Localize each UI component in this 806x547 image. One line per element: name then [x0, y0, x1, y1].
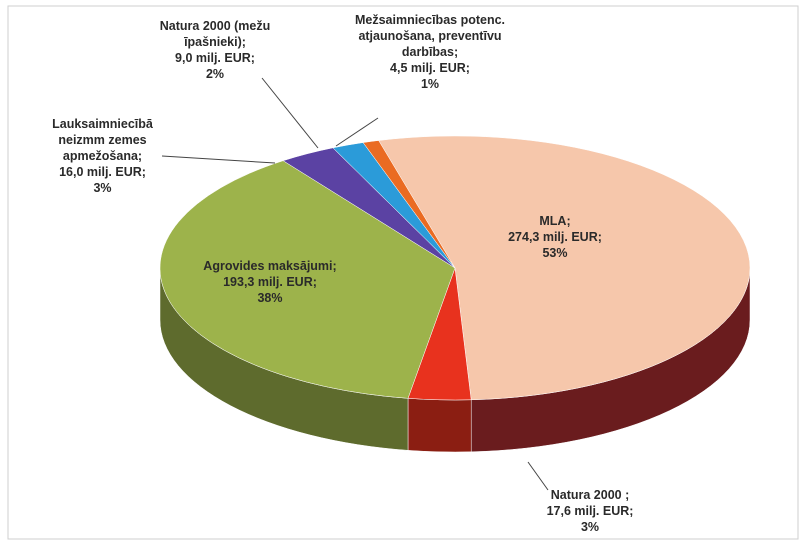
leaders — [161, 77, 549, 491]
slice-label: Agrovides maksājumi; 193,3 milj. EUR; 38… — [180, 258, 360, 306]
percent-label: 3% — [580, 520, 600, 534]
percent-label: 2% — [205, 67, 225, 81]
category-label: Agrovides maksājumi; — [203, 259, 337, 273]
slice-side — [407, 398, 472, 453]
percent-label: 1% — [420, 77, 440, 91]
value-label: 9,0 milj. EUR; — [175, 51, 255, 65]
category-label: Mežsaimniecības potenc. atjaunošana, pre… — [354, 13, 506, 59]
category-label: MLA; — [539, 214, 571, 228]
leader-line — [335, 117, 379, 147]
value-label: 4,5 milj. EUR; — [390, 61, 470, 75]
percent-label: 3% — [93, 181, 112, 195]
slice — [159, 160, 456, 399]
leader-line — [161, 155, 276, 164]
category-label: Natura 2000 ; — [550, 488, 630, 502]
leader-line — [527, 461, 549, 491]
value-label: 17,6 milj. EUR; — [546, 504, 634, 518]
slice-label: Natura 2000 ; 17,6 milj. EUR; 3% — [525, 487, 655, 535]
category-label: Lauksaimniecībā neizmm zemes apmežošana; — [52, 117, 153, 163]
slice-label: Natura 2000 (mežu īpašnieki); 9,0 milj. … — [140, 18, 290, 82]
percent-label: 53% — [542, 246, 568, 260]
slice-label: Lauksaimniecībā neizmm zemes apmežošana;… — [40, 116, 165, 196]
category-label: Natura 2000 (mežu īpašnieki); — [159, 19, 271, 49]
value-label: 193,3 milj. EUR; — [223, 275, 317, 289]
value-label: 274,3 milj. EUR; — [508, 230, 602, 244]
value-label: 16,0 milj. EUR; — [59, 165, 146, 179]
slice-label: Mežsaimniecības potenc. atjaunošana, pre… — [350, 12, 510, 92]
slice — [378, 135, 751, 401]
pie — [159, 135, 751, 453]
percent-label: 38% — [257, 291, 283, 305]
slice — [362, 140, 456, 269]
leader-line — [261, 77, 319, 149]
slice-label: MLA; 274,3 milj. EUR; 53% — [475, 213, 635, 261]
frame — [7, 5, 799, 540]
